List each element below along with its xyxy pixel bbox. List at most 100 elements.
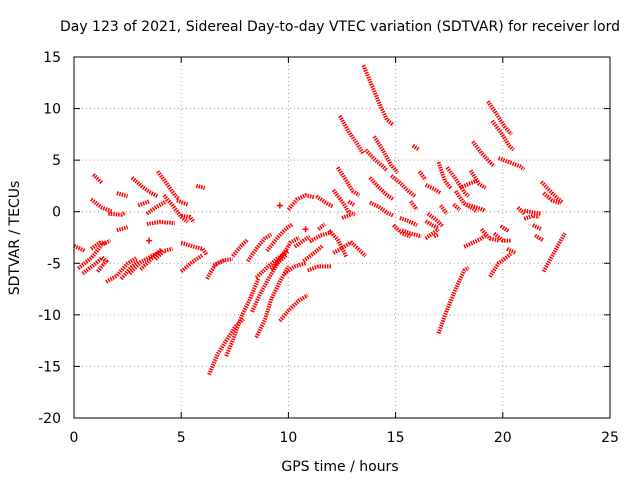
y-tick-label: -5 bbox=[47, 256, 61, 272]
plot-frame bbox=[73, 56, 611, 419]
data-series-arc-29 bbox=[212, 257, 233, 268]
data-series-arc-67 bbox=[409, 200, 419, 211]
data-series-arc-101 bbox=[541, 232, 567, 273]
data-series-arc-97 bbox=[531, 223, 543, 232]
data-series-arc-89 bbox=[490, 119, 515, 152]
data-series-arc-71 bbox=[426, 212, 445, 228]
data-series-arc-73 bbox=[424, 227, 440, 241]
data-point-arc-45 bbox=[302, 226, 309, 233]
data-series-arc-09 bbox=[108, 210, 127, 217]
data-series-arc-88 bbox=[486, 100, 513, 136]
data-series-arc-08 bbox=[89, 197, 114, 214]
data-series-arc-32 bbox=[231, 238, 250, 258]
data-series-arc-06 bbox=[105, 256, 138, 284]
data-series-arc-59 bbox=[364, 148, 389, 172]
data-series-arc-10 bbox=[116, 191, 129, 199]
data-series-arc-57 bbox=[338, 114, 366, 156]
data-series-arc-47 bbox=[308, 230, 332, 244]
data-series-arc-93 bbox=[506, 247, 517, 255]
data-series-arc-62 bbox=[372, 135, 400, 174]
x-tick-label: 10 bbox=[279, 430, 297, 446]
data-series-arc-75 bbox=[436, 265, 470, 335]
data-series-arc-25 bbox=[180, 240, 209, 257]
data-series-arc-15 bbox=[139, 247, 164, 271]
data-series-arc-56 bbox=[349, 240, 367, 258]
data-series-arc-94 bbox=[516, 206, 526, 216]
data-series-arc-20 bbox=[154, 246, 174, 261]
data-series-arc-84 bbox=[468, 169, 487, 190]
y-tick-label: -20 bbox=[38, 411, 61, 427]
data-series-arc-22 bbox=[162, 193, 189, 224]
y-tick-label: 0 bbox=[52, 205, 61, 221]
data-series-arc-05 bbox=[96, 255, 109, 273]
data-series-arc-14 bbox=[128, 250, 163, 275]
y-tick-labels: 15 10 5 0 -5 -10 -15 -20 bbox=[38, 50, 61, 427]
data-series-arc-99 bbox=[539, 180, 564, 205]
data-series-arc-34 bbox=[254, 265, 291, 339]
data-series-arc-35 bbox=[250, 253, 288, 313]
data-series-arc-100 bbox=[542, 191, 562, 206]
data-series-arc-43 bbox=[293, 234, 311, 249]
data-series-arc-60 bbox=[368, 176, 395, 201]
data-series-arc-44 bbox=[302, 244, 324, 263]
data-series-arc-64 bbox=[392, 223, 412, 239]
data-series-arc-23 bbox=[176, 198, 189, 207]
data-point-arc-41 bbox=[276, 202, 283, 209]
data-series-arc-13 bbox=[119, 259, 140, 281]
data-series-arc-81 bbox=[459, 178, 478, 190]
data-series-arc-91 bbox=[497, 156, 526, 172]
grid-lines bbox=[74, 57, 610, 418]
x-tick-label: 0 bbox=[70, 430, 79, 446]
data-series-arc-38 bbox=[269, 235, 301, 271]
data-series-arc-03 bbox=[81, 256, 104, 276]
data-series-arc-39 bbox=[278, 293, 309, 323]
data-series-arc-87 bbox=[488, 251, 513, 278]
data-series-arc-33 bbox=[246, 232, 273, 263]
data-series-arc-98 bbox=[533, 233, 545, 243]
data-point-arc-19 bbox=[146, 237, 153, 244]
data-series-arc-52 bbox=[331, 188, 356, 217]
data-series-arc-48 bbox=[315, 194, 335, 209]
x-tick-label: 15 bbox=[387, 430, 405, 446]
data-series-arc-16 bbox=[137, 199, 150, 208]
data-series-arc-78 bbox=[445, 166, 470, 198]
data-series-arc-40 bbox=[282, 261, 307, 276]
data-series-arc-26 bbox=[179, 253, 204, 274]
y-tick-label: 10 bbox=[43, 102, 61, 118]
data-series-arc-49 bbox=[317, 222, 327, 231]
data-series-arc-31 bbox=[224, 278, 261, 357]
data-series-arc-50 bbox=[327, 228, 349, 258]
data-series-arc-46 bbox=[306, 264, 332, 273]
data-series-arc-79 bbox=[452, 202, 462, 212]
data-series-arc-12 bbox=[130, 176, 159, 198]
x-tick-labels: 0 5 10 15 20 25 bbox=[70, 430, 619, 446]
y-tick-label: -10 bbox=[38, 308, 61, 324]
data-series-arc-18 bbox=[146, 219, 175, 227]
data-series-arc-85 bbox=[471, 140, 496, 168]
y-axis-label: SDTVAR / TECUs bbox=[7, 181, 23, 296]
data-series-arc-55 bbox=[347, 199, 356, 208]
data-series-arc-77 bbox=[439, 204, 449, 216]
data-series-arc-37 bbox=[265, 222, 294, 253]
x-tick-label: 5 bbox=[177, 430, 186, 446]
data-series-arc-63 bbox=[390, 174, 417, 198]
data-series-arc-80 bbox=[453, 189, 479, 214]
data-series-arc-53 bbox=[336, 166, 361, 197]
data-series-arc-68 bbox=[411, 144, 421, 152]
data-series-arc-58 bbox=[361, 64, 395, 127]
data-series-arc-90 bbox=[492, 231, 512, 243]
data-series-arc-86 bbox=[479, 227, 499, 243]
data-series-arc-74 bbox=[433, 232, 440, 239]
data-series-arc-07 bbox=[91, 173, 104, 185]
data-series-arc-82 bbox=[463, 233, 487, 249]
data-series-arc-02 bbox=[77, 238, 112, 270]
data-series-arc-24 bbox=[180, 213, 196, 224]
data-series-arc-92 bbox=[499, 224, 511, 234]
data-series-arc-17 bbox=[145, 199, 168, 216]
chart-title: Day 123 of 2021, Sidereal Day-to-day VTE… bbox=[60, 19, 620, 35]
x-tick-label: 20 bbox=[494, 430, 512, 446]
data-series-arc-61 bbox=[369, 200, 395, 218]
data-series-arc-54 bbox=[341, 212, 352, 220]
data-series-arc-66 bbox=[401, 228, 422, 239]
